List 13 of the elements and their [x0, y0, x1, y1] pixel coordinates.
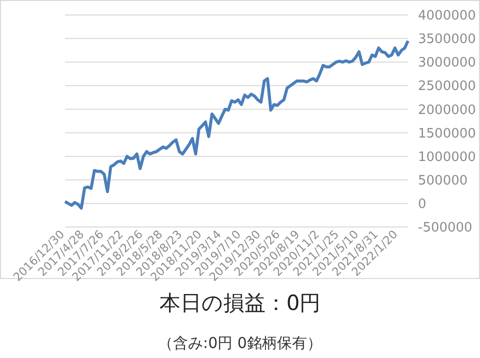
y-tick-label: 2000000 [418, 102, 476, 118]
y-tick-label: 3500000 [418, 32, 476, 48]
y-tick-label: 3000000 [418, 56, 476, 71]
y-tick-label: 500000 [418, 173, 468, 188]
y-tick-label: 2500000 [418, 79, 476, 94]
line-series [64, 39, 410, 210]
y-tick-label: -500000 [418, 220, 472, 236]
text: 本日の損益：0円 [159, 291, 321, 315]
y-tick-label: 0 [418, 196, 426, 212]
text: （含み:0円 0銘柄保有） [158, 334, 322, 352]
y-tick-label: 1000000 [418, 150, 476, 165]
y-tick-label: 1500000 [418, 126, 476, 142]
y-tick-label: 4000000 [418, 8, 476, 24]
